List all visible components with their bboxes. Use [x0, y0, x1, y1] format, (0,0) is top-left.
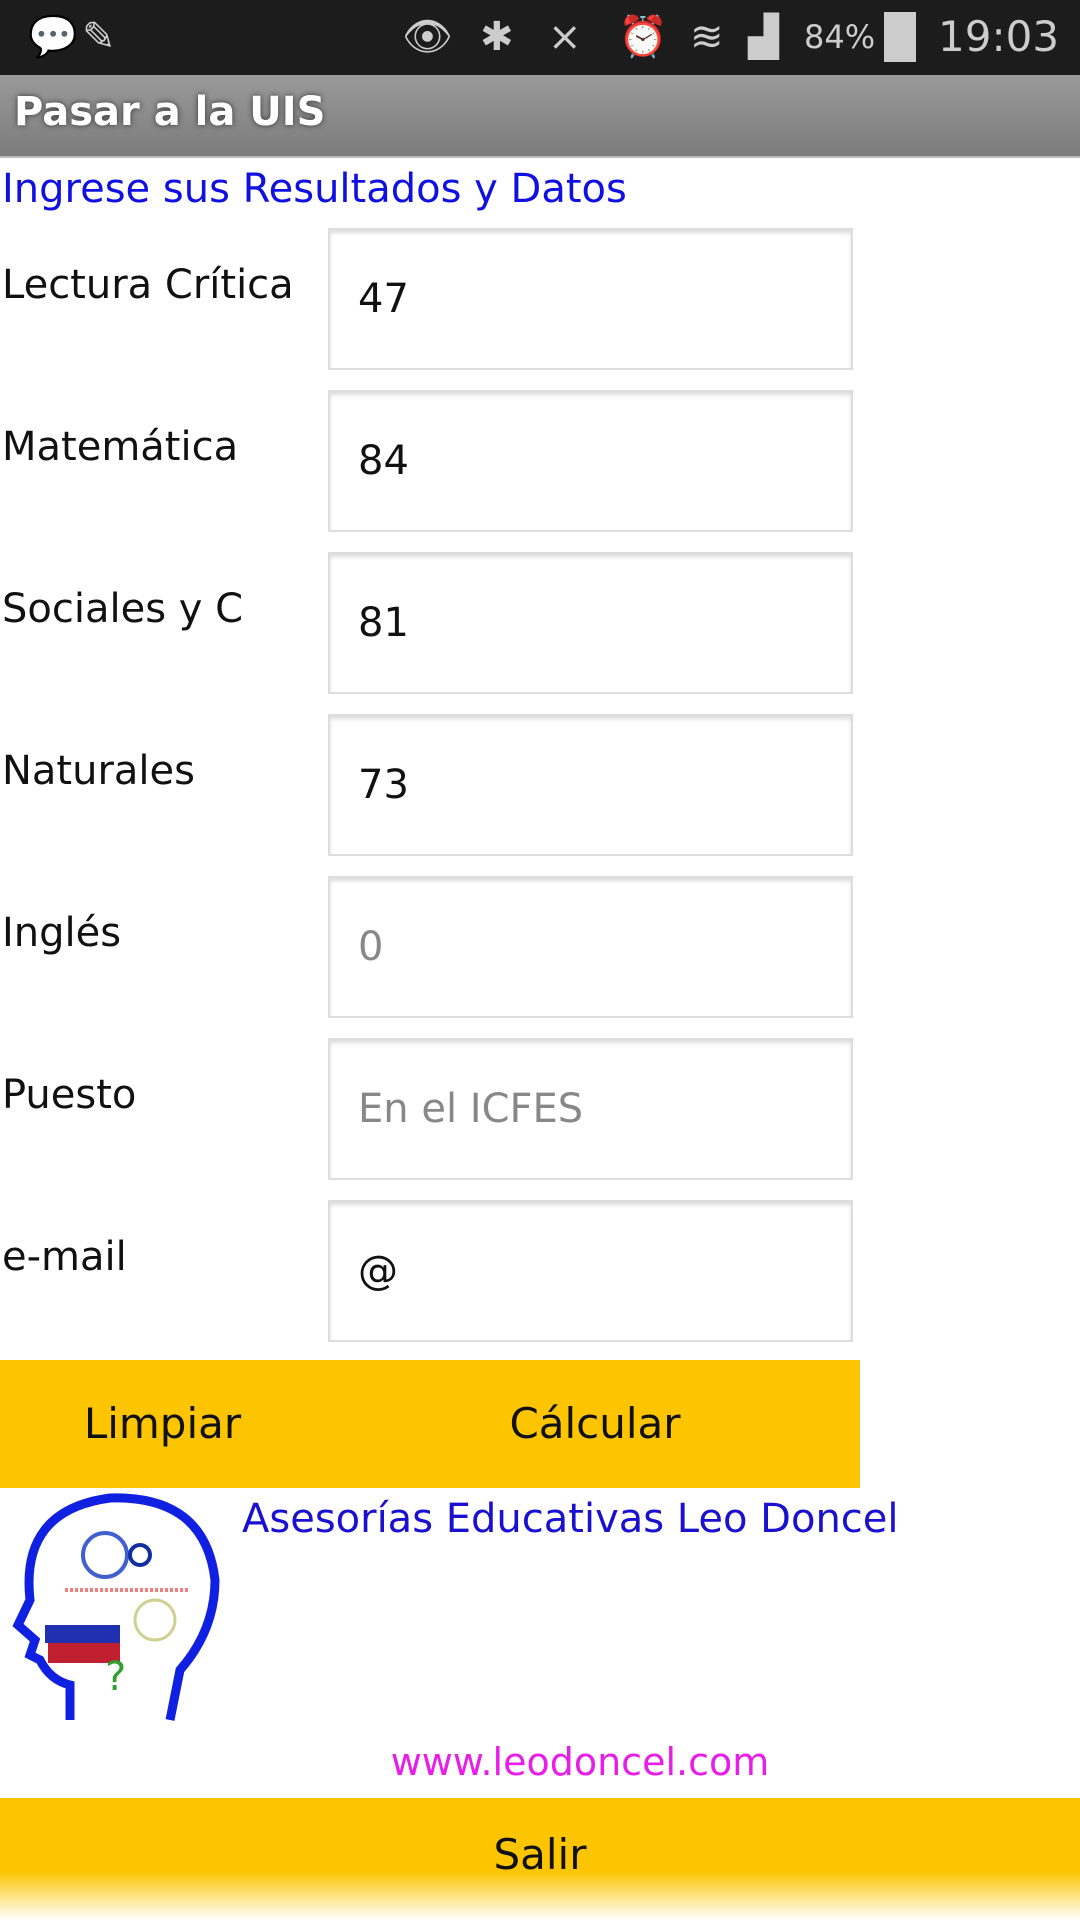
ingles-input[interactable] [328, 876, 853, 1018]
app-title: Pasar a la UIS [14, 89, 326, 135]
naturales-input[interactable] [328, 714, 853, 856]
label-lectura-critica: Lectura Crítica [2, 262, 294, 308]
bbm-chat-icon: 💬 [28, 14, 78, 60]
puesto-input[interactable] [328, 1038, 853, 1180]
email-input[interactable] [328, 1200, 853, 1342]
label-puesto: Puesto [2, 1072, 137, 1118]
signal-icon: ▟ [748, 14, 779, 60]
matematica-input[interactable] [328, 390, 853, 532]
wifi-icon: ≋ [690, 14, 724, 60]
head-logo-icon: ? [12, 1493, 220, 1721]
alarm-icon: ⏰ [618, 14, 668, 60]
clock: 19:03 [938, 12, 1060, 61]
action-bar: Pasar a la UIS [0, 75, 1080, 158]
exit-button[interactable]: Salir [0, 1798, 1080, 1920]
mute-icon: ⨯ [548, 14, 582, 60]
label-ingles: Inglés [2, 910, 122, 956]
form-heading: Ingrese sus Resultados y Datos [2, 166, 627, 212]
label-sociales: Sociales y C [2, 586, 244, 632]
website-link[interactable]: www.leodoncel.com [390, 1740, 770, 1784]
label-naturales: Naturales [2, 748, 195, 794]
calculate-button[interactable]: Cálcular [380, 1360, 810, 1488]
clear-button[interactable]: Limpiar [0, 1360, 325, 1488]
label-matematica: Matemática [2, 424, 239, 470]
battery-percent: 84% [804, 18, 876, 56]
sociales-input[interactable] [328, 552, 853, 694]
pencil-icon: ✎ [82, 14, 116, 60]
action-buttons: Limpiar Cálcular [0, 1360, 860, 1488]
battery-icon [884, 12, 916, 62]
status-bar: 💬 ✎ 👁 ✱ ⨯ ⏰ ≋ ▟ 84% 19:03 [0, 0, 1080, 75]
company-name: Asesorías Educativas Leo Doncel [242, 1496, 899, 1542]
svg-text:?: ? [105, 1654, 126, 1700]
eye-icon: 👁 [402, 14, 453, 60]
lectura-critica-input[interactable] [328, 228, 853, 370]
label-email: e-mail [2, 1234, 127, 1280]
bluetooth-icon: ✱ [480, 14, 514, 60]
